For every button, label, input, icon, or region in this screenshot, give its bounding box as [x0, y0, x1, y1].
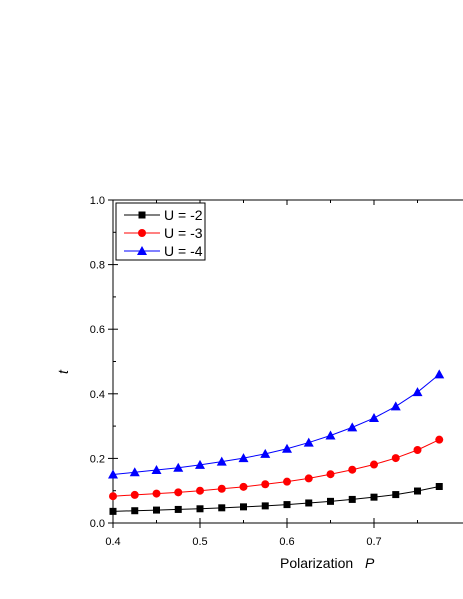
- x-axis-title-text: Polarization: [280, 555, 353, 571]
- data-point: [261, 502, 269, 510]
- data-point: [174, 505, 182, 513]
- data-point: [260, 448, 271, 458]
- data-point: [109, 507, 117, 515]
- data-point: [131, 507, 139, 515]
- data-point: [348, 495, 356, 503]
- series-line: [112, 374, 440, 476]
- data-point: [240, 503, 247, 511]
- data-point: [239, 482, 248, 491]
- data-point: [325, 430, 336, 440]
- data-point: [216, 456, 227, 466]
- data-point: [305, 499, 313, 507]
- legend-box: [115, 202, 206, 261]
- x-axis-title: Polarization P: [280, 555, 375, 571]
- data-point: [151, 465, 162, 475]
- data-point: [217, 484, 226, 493]
- axes: 0.0 0.2 0.4 0.6 0.8 1.0 0.4 0.5 0.6 0.7: [90, 195, 463, 548]
- x-axis-title-symbol: P: [365, 555, 375, 571]
- data-point: [390, 401, 401, 411]
- y-tick-label: 0.4: [90, 389, 105, 401]
- data-point: [152, 489, 161, 498]
- data-point: [283, 477, 291, 486]
- y-tick-label: 1.0: [90, 195, 105, 207]
- data-point: [413, 446, 422, 455]
- data-point: [304, 474, 313, 483]
- x-tick-label: 0.6: [279, 536, 294, 548]
- data-point: [391, 454, 400, 463]
- x-tick-label: 0.5: [192, 536, 207, 548]
- y-tick-label: 0.8: [90, 260, 105, 272]
- series-line: [112, 486, 440, 512]
- series-layer: [108, 369, 445, 515]
- legend-marker: [138, 229, 146, 237]
- data-point: [196, 486, 204, 495]
- data-point: [414, 487, 421, 495]
- series-2: [109, 435, 444, 501]
- series-3: [108, 369, 445, 479]
- data-point: [370, 460, 378, 469]
- data-point: [434, 369, 445, 379]
- data-point: [347, 422, 358, 432]
- y-tick-label: 0.2: [90, 453, 105, 465]
- legend-marker: [138, 211, 146, 219]
- legend-label: U = -2: [164, 207, 203, 223]
- data-point: [392, 491, 400, 499]
- data-point: [412, 387, 423, 397]
- data-point: [348, 465, 357, 474]
- data-point: [282, 443, 292, 453]
- data-point: [153, 506, 160, 514]
- data-point: [173, 462, 184, 472]
- data-point: [326, 470, 335, 479]
- data-point: [108, 469, 118, 479]
- data-point: [327, 497, 334, 505]
- data-point: [369, 413, 379, 423]
- data-point: [238, 453, 249, 463]
- series-line: [112, 439, 440, 497]
- y-axis-title: t: [55, 369, 71, 374]
- data-point: [129, 467, 140, 477]
- legend-label: U = -4: [164, 243, 203, 259]
- legend: U = -2 U = -3 U = -4: [115, 202, 206, 261]
- data-point: [435, 435, 444, 444]
- series-1: [109, 483, 443, 515]
- data-point: [195, 459, 205, 469]
- y-tick-label: 0.0: [90, 518, 105, 530]
- data-point: [109, 492, 117, 501]
- data-point: [174, 488, 183, 497]
- data-point: [261, 480, 270, 489]
- x-tick-label: 0.4: [105, 536, 120, 548]
- data-point: [303, 437, 314, 447]
- data-point: [370, 493, 378, 501]
- x-tick-label: 0.7: [366, 536, 381, 548]
- data-point: [130, 490, 139, 499]
- data-point: [435, 483, 443, 491]
- data-point: [218, 504, 226, 512]
- data-point: [196, 505, 204, 513]
- y-tick-label: 0.6: [90, 324, 105, 336]
- legend-label: U = -3: [164, 225, 203, 241]
- legend-marker: [137, 246, 147, 255]
- data-point: [283, 501, 291, 509]
